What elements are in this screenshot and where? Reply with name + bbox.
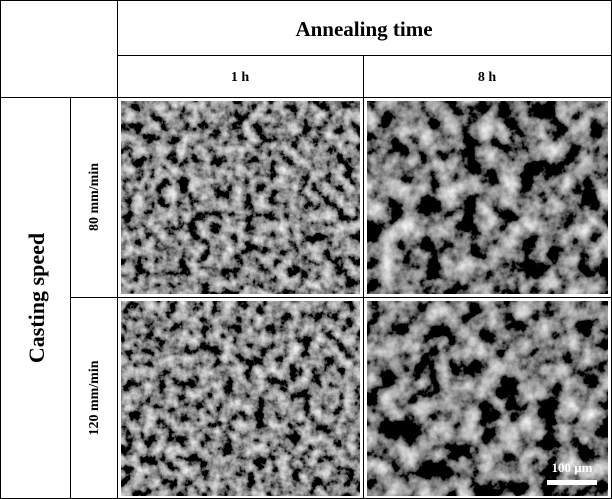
row-header: 120 mm/min xyxy=(87,360,102,435)
micrograph xyxy=(367,101,608,294)
column-header: 8 h xyxy=(478,70,497,85)
row-header-title: Casting speed xyxy=(24,233,49,363)
micrographs xyxy=(121,101,608,496)
micrograph xyxy=(121,101,360,294)
row-header: 80 mm/min xyxy=(87,163,102,231)
scale-bar xyxy=(547,480,597,485)
figure-table: Annealing time 1 h 8 h Casting speed 80 … xyxy=(0,0,612,499)
column-header: 1 h xyxy=(231,70,250,85)
micrograph xyxy=(121,301,360,496)
scale-bar-label: 100 μm xyxy=(552,460,593,475)
column-header-title: Annealing time xyxy=(295,17,432,41)
